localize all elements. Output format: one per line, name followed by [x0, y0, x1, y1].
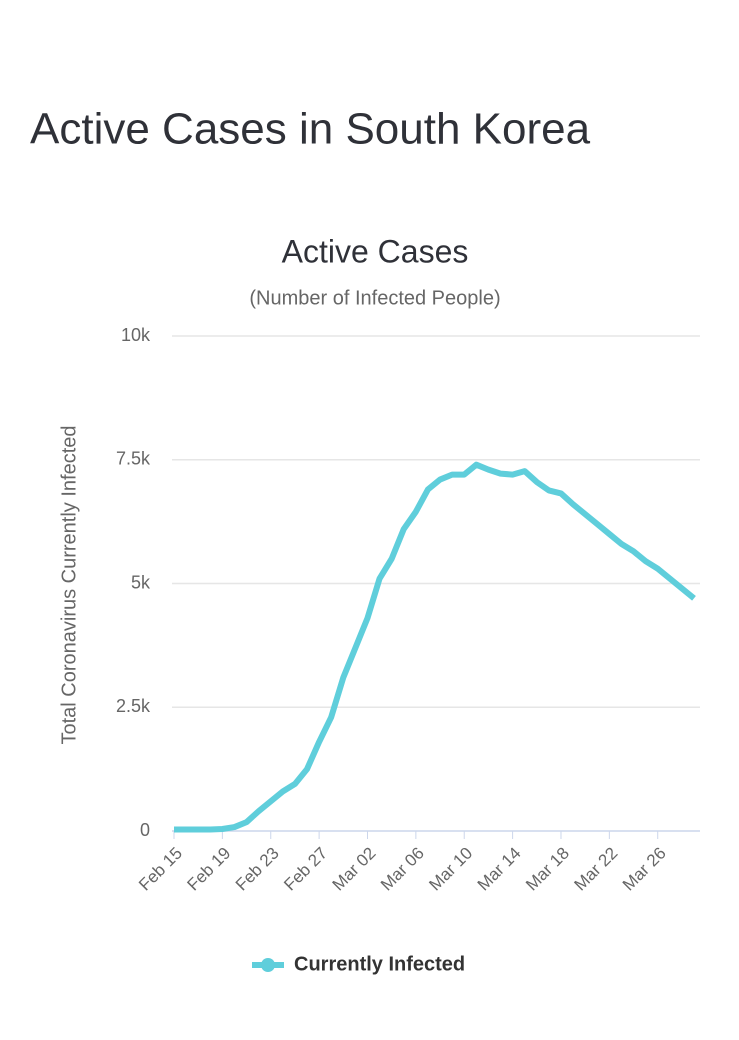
legend-label: Currently Infected [294, 953, 465, 975]
x-tick-label: Feb 27 [280, 844, 331, 895]
page-title: Active Cases in South Korea [30, 105, 591, 154]
y-tick-label: 5k [131, 572, 151, 592]
x-tick-label: Mar 14 [474, 844, 525, 895]
x-tick-label: Feb 23 [232, 844, 283, 895]
x-tick-label: Mar 18 [522, 844, 573, 895]
x-tick-label: Mar 26 [619, 844, 670, 895]
x-tick-label: Mar 10 [425, 844, 476, 895]
y-tick-label: 10k [121, 325, 151, 345]
x-tick-label: Feb 15 [135, 844, 186, 895]
x-tick-label: Feb 19 [184, 844, 235, 895]
x-tick-label: Mar 06 [377, 844, 428, 895]
x-tick-label: Mar 02 [329, 844, 380, 895]
x-tick-label: Mar 22 [570, 844, 621, 895]
chart-subtitle: (Number of Infected People) [249, 287, 500, 309]
y-tick-label: 7.5k [116, 449, 151, 469]
y-tick-label: 0 [140, 820, 150, 840]
legend-symbol [261, 958, 275, 972]
y-axis-label: Total Coronavirus Currently Infected [58, 425, 80, 744]
line-series [174, 461, 696, 833]
y-tick-label: 2.5k [116, 696, 151, 716]
chart-title: Active Cases [282, 233, 469, 269]
